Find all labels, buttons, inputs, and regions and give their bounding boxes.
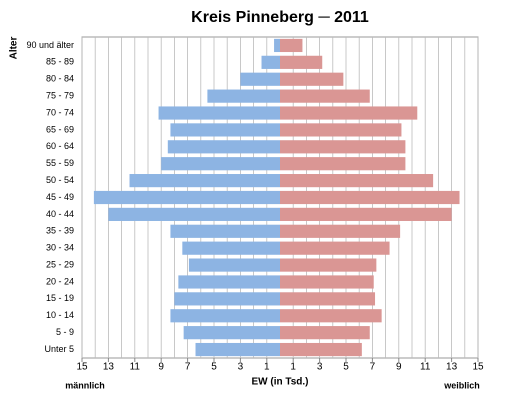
bar [280, 326, 370, 340]
y-tick-label: 80 - 84 [46, 74, 74, 84]
bar [261, 55, 280, 69]
x-tick-label: 9 [396, 362, 402, 373]
y-tick-label: 55 - 59 [46, 158, 74, 168]
bar [188, 258, 280, 272]
x-tick-label: 7 [185, 362, 191, 373]
bar [280, 55, 323, 69]
y-tick-label: 90 und älter [26, 40, 74, 50]
bar [178, 275, 280, 289]
bar [280, 190, 460, 205]
bar [280, 342, 362, 357]
y-tick-label: 45 - 49 [46, 192, 74, 202]
x-tick-label: 13 [446, 362, 458, 373]
chart-title: Kreis Pinneberg ─ 2011 [191, 9, 369, 26]
bar [170, 309, 280, 323]
y-tick-label: 30 - 34 [46, 243, 74, 253]
bar [161, 157, 280, 171]
y-tick-label: 70 - 74 [46, 107, 74, 117]
legend-label: männlich [65, 380, 105, 390]
bar [174, 292, 280, 306]
bar [280, 157, 406, 171]
bar [183, 326, 280, 340]
x-tick-label: 7 [370, 362, 376, 373]
bar [280, 241, 390, 255]
legend-label: weiblich [443, 380, 480, 390]
bar [195, 342, 280, 357]
x-tick-label: 1 [290, 362, 296, 373]
x-tick-label: 3 [238, 362, 244, 373]
bar [207, 89, 280, 103]
bar [170, 123, 280, 137]
y-tick-label: 5 - 9 [56, 327, 74, 337]
bar [280, 140, 406, 154]
y-tick-label: 50 - 54 [46, 175, 74, 185]
x-tick-label: 11 [130, 362, 141, 373]
x-tick-label: 3 [317, 362, 323, 373]
x-tick-label: 13 [103, 362, 115, 373]
y-tick-label: 65 - 69 [46, 124, 74, 134]
x-tick-label: 1 [264, 362, 270, 373]
bar [280, 72, 344, 86]
y-axis-label: Alter [9, 37, 20, 60]
bar [280, 174, 434, 188]
y-tick-label: 75 - 79 [46, 91, 74, 101]
x-tick-label: 5 [211, 362, 217, 373]
y-tick-label: 40 - 44 [46, 209, 74, 219]
y-tick-label: 60 - 64 [46, 141, 74, 151]
bar [158, 106, 280, 120]
bar [280, 106, 418, 120]
bar [280, 292, 376, 306]
y-tick-label: 85 - 89 [46, 57, 74, 67]
bar [167, 140, 280, 154]
y-tick-label: 15 - 19 [46, 293, 74, 303]
bar [240, 72, 280, 86]
bar [93, 190, 280, 205]
x-tick-label: 15 [76, 362, 88, 373]
y-tick-label: 10 - 14 [46, 310, 74, 320]
bar [129, 174, 280, 188]
bar [280, 123, 402, 137]
y-tick-label: 25 - 29 [46, 259, 74, 269]
bar [108, 207, 281, 221]
x-tick-label: 9 [158, 362, 164, 373]
x-tick-label: 5 [343, 362, 349, 373]
bar [182, 241, 280, 255]
x-tick-label: 15 [472, 362, 484, 373]
bar [280, 258, 377, 272]
y-tick-label: 20 - 24 [46, 276, 74, 286]
bar [280, 309, 382, 323]
bar [280, 89, 370, 103]
bar [280, 38, 303, 53]
bar [280, 224, 401, 238]
y-tick-label: 35 - 39 [46, 226, 74, 236]
bar [170, 224, 280, 238]
x-axis-label: EW (in Tsd.) [251, 377, 308, 388]
x-tick-label: 11 [420, 362, 431, 373]
bar [274, 38, 280, 53]
bar [280, 207, 452, 221]
y-tick-label: Unter 5 [44, 344, 74, 354]
bar [280, 275, 374, 289]
